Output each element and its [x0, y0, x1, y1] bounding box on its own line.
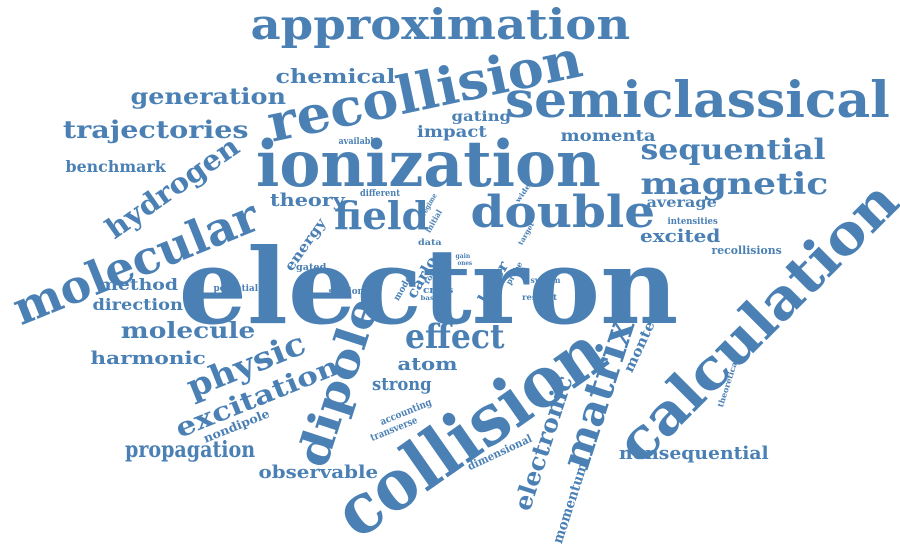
word-propagation: propagation [124, 437, 256, 463]
word-semiclassical: semiclassical [504, 70, 890, 129]
word-harmonic: harmonic [90, 348, 206, 369]
word-gated: gated [295, 262, 327, 273]
word-approximation: approximation [249, 0, 630, 49]
word-magnetic: magnetic [639, 167, 828, 202]
word-ionization: ionization [255, 127, 601, 202]
word-momentum: momentum [550, 460, 592, 546]
word-average: average [645, 195, 717, 211]
word-molecule: molecule [120, 318, 256, 344]
word-system: system [529, 275, 560, 285]
word-effect: effect [404, 317, 505, 357]
word-method: method [98, 275, 178, 294]
word-recollisions: recollisions [710, 243, 782, 257]
word-double: double [470, 187, 656, 238]
word-excited: excited [639, 226, 721, 247]
word-potential: potential [213, 283, 259, 294]
word-strong: strong [371, 374, 432, 395]
word-intensities: intensities [667, 216, 718, 227]
word-gating: gating [451, 109, 511, 125]
word-direction: direction [91, 295, 183, 314]
word-data: data [418, 237, 442, 247]
word-gain: gain [455, 253, 471, 260]
word-momenta: momenta [560, 126, 656, 145]
word-benchmark: benchmark [65, 157, 166, 176]
word-impact: impact [417, 122, 487, 141]
word-trajectories: trajectories [62, 115, 249, 144]
word-respect: respect [521, 292, 557, 302]
word-theory: theory [269, 190, 345, 211]
word-generation: generation [130, 84, 286, 110]
word-electron: electron [178, 225, 678, 348]
word-field: field [333, 193, 429, 238]
word-ones: ones [457, 260, 473, 267]
word-section: section [328, 286, 364, 297]
word-chemical: chemical [275, 64, 395, 88]
word-observable: observable [258, 462, 378, 483]
word-atom: atom [397, 354, 458, 375]
word-nonsequential: nonsequential [618, 443, 769, 464]
word-cross: cross [422, 285, 454, 296]
word-basis: basis [419, 295, 441, 302]
word-different: different [360, 188, 400, 199]
word-sequential: sequential [640, 133, 826, 166]
word-available: available [337, 136, 379, 147]
